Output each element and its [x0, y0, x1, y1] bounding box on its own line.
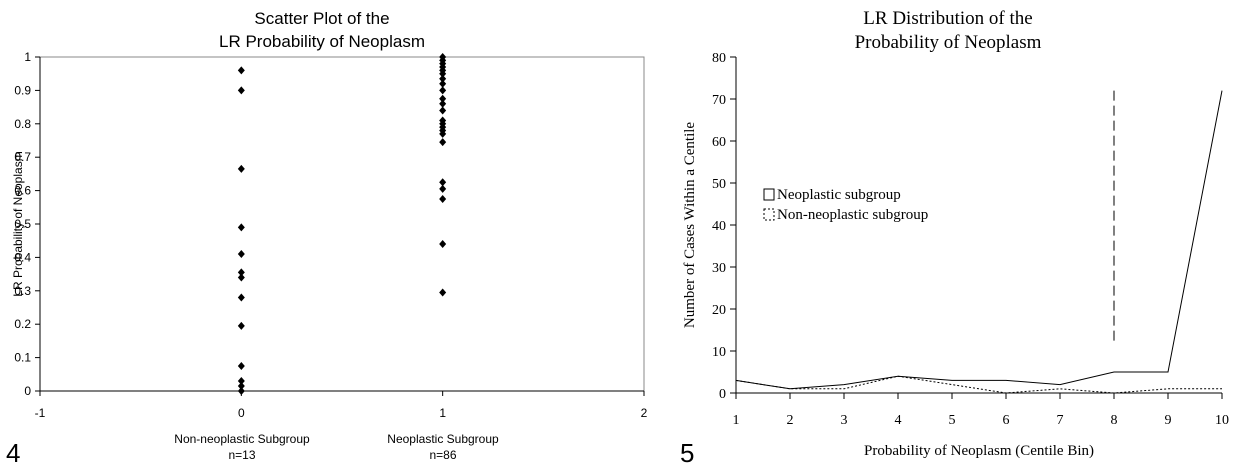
- data-point: [237, 268, 245, 277]
- x-tick-label: 10: [1215, 413, 1229, 428]
- data-point: [439, 184, 447, 193]
- data-point: [439, 288, 447, 297]
- group-n-neoplastic: n=86: [429, 448, 456, 462]
- x-tick-label: 0: [238, 406, 245, 420]
- data-point: [237, 66, 245, 75]
- legend-label-neoplastic: Neoplastic subgroup: [777, 187, 901, 203]
- y-tick-label: 0.5: [14, 217, 31, 231]
- y-axis-label: Number of Cases Within a Centile: [682, 122, 698, 329]
- x-tick-label: 3: [841, 413, 848, 428]
- x-tick-label: 1: [439, 406, 446, 420]
- data-point: [237, 321, 245, 330]
- y-tick-label: 0.8: [14, 117, 31, 131]
- x-tick-label: 8: [1111, 413, 1118, 428]
- data-point: [439, 69, 447, 78]
- group-label-neoplastic: Neoplastic Subgroup: [387, 432, 499, 446]
- data-point: [439, 240, 447, 249]
- data-point: [237, 361, 245, 370]
- y-tick-label: 0.1: [14, 351, 31, 365]
- data-point: [237, 376, 245, 385]
- chart-title-line-1: LR Distribution of the: [863, 8, 1032, 29]
- y-tick-label: 1: [24, 50, 31, 64]
- y-ticks: 0 10 20 30 40 50 60 70 80: [712, 51, 736, 402]
- x-tick-label: -1: [35, 406, 46, 420]
- y-axis-label: LR Probability of Neoplasm: [11, 151, 25, 296]
- y-ticks: 0 0.1 0.2 0.3 0.4 0.5 0.6 0.7 0.8 0.9 1: [14, 50, 40, 398]
- data-point: [237, 86, 245, 95]
- data-point: [237, 273, 245, 282]
- data-point: [439, 79, 447, 88]
- series-lines: [735, 90, 1223, 394]
- y-tick-label: 0: [24, 384, 31, 398]
- x-ticks: -1 0 1 2: [35, 391, 648, 420]
- x-tick-label: 4: [895, 413, 902, 428]
- y-tick-label: 0.7: [14, 150, 31, 164]
- y-tick-label: 40: [712, 219, 726, 234]
- data-point: [237, 387, 245, 395]
- data-point: [237, 164, 245, 173]
- y-tick-label: 0.2: [14, 317, 31, 331]
- panel-number: 4: [6, 438, 20, 466]
- legend-swatch-non-neoplastic: [763, 208, 775, 221]
- scatter-panel: 4 Scatter Plot of the LR Probability of …: [6, 9, 648, 466]
- x-tick-label: 9: [1165, 413, 1172, 428]
- y-tick-label: 0.3: [14, 284, 31, 298]
- data-point: [439, 86, 447, 95]
- x-tick-label: 5: [949, 413, 956, 428]
- data-point: [439, 194, 447, 203]
- x-tick-label: 1: [733, 413, 740, 428]
- data-point: [237, 381, 245, 390]
- y-tick-label: 0.6: [14, 184, 31, 198]
- y-tick-label: 60: [712, 135, 726, 150]
- series-line-neoplastic: [735, 90, 1223, 390]
- data-point: [439, 138, 447, 147]
- data-point: [439, 94, 447, 103]
- distribution-panel: 5 LR Distribution of the Probability of …: [680, 8, 1229, 466]
- data-point: [439, 129, 447, 138]
- data-point: [237, 293, 245, 302]
- group-label-non-neoplastic: Non-neoplastic Subgroup: [174, 432, 310, 446]
- y-tick-label: 70: [712, 93, 726, 108]
- chart-title-line-2: Probability of Neoplasm: [855, 32, 1042, 53]
- plot-frame: [39, 56, 645, 392]
- y-tick-label: 80: [712, 51, 726, 66]
- data-point: [439, 178, 447, 187]
- series-line-non-neoplastic: [735, 375, 1222, 394]
- x-tick-label: 2: [787, 413, 794, 428]
- x-tick-label: 2: [641, 406, 648, 420]
- y-tick-label: 30: [712, 261, 726, 276]
- x-ticks: 1 2 3 4 5 6 7 8 9 10: [733, 393, 1229, 428]
- y-tick-label: 0.9: [14, 83, 31, 97]
- x-axis-label: Probability of Neoplasm (Centile Bin): [864, 443, 1094, 459]
- legend: Neoplastic subgroup Non-neoplastic subgr…: [763, 187, 928, 223]
- data-point: [439, 74, 447, 83]
- data-point: [237, 250, 245, 259]
- x-tick-label: 6: [1003, 413, 1010, 428]
- data-point: [439, 99, 447, 108]
- data-point: [439, 106, 447, 115]
- data-point: [237, 223, 245, 232]
- y-tick-label: 50: [712, 177, 726, 192]
- data-points: [237, 53, 447, 395]
- y-tick-label: 10: [712, 345, 726, 360]
- y-tick-label: 0.4: [14, 250, 31, 264]
- chart-title-line-1: Scatter Plot of the: [254, 9, 389, 28]
- chart-title-line-2: LR Probability of Neoplasm: [219, 32, 425, 51]
- legend-swatch-neoplastic: [763, 188, 775, 201]
- group-n-non-neoplastic: n=13: [228, 448, 255, 462]
- legend-label-non-neoplastic: Non-neoplastic subgroup: [777, 207, 928, 223]
- y-tick-label: 0: [719, 387, 726, 402]
- panel-number: 5: [680, 438, 694, 466]
- y-tick-label: 20: [712, 303, 726, 318]
- x-tick-label: 7: [1057, 413, 1064, 428]
